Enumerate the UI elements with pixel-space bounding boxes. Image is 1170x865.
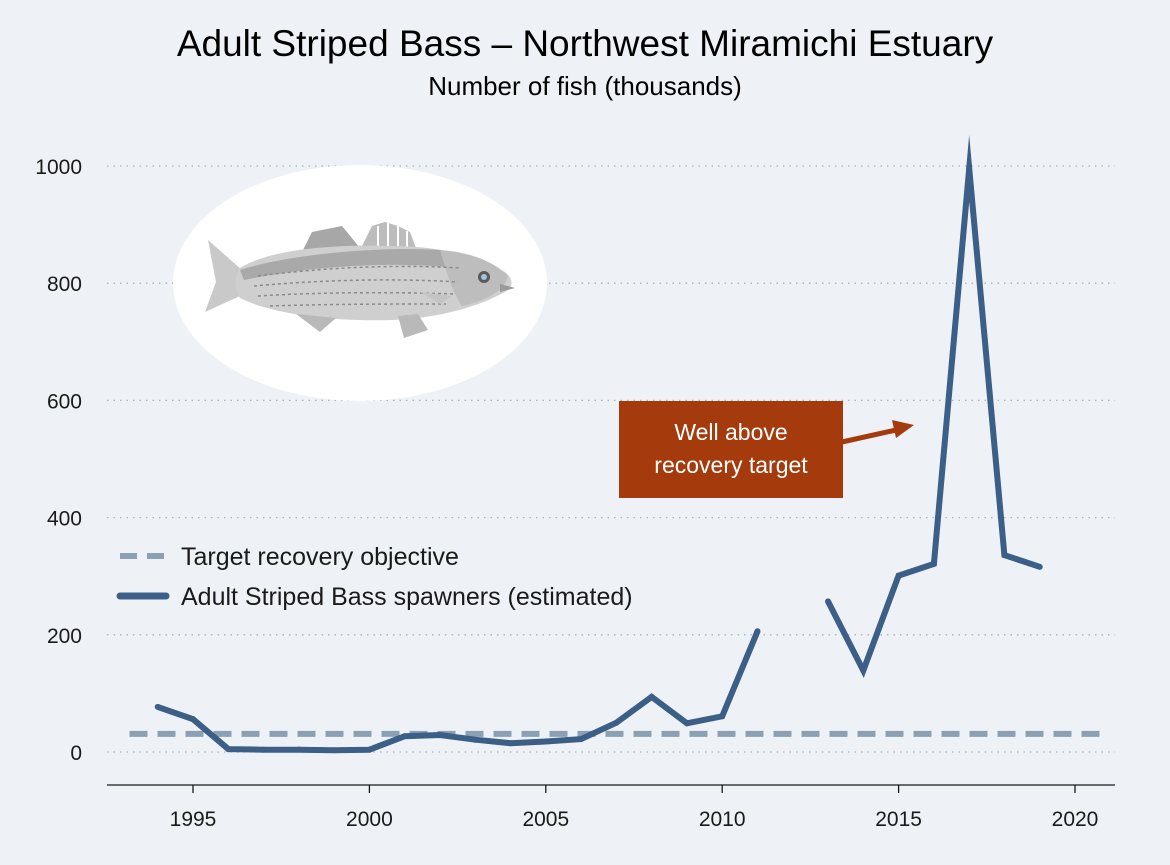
y-tick-label: 600: [47, 390, 82, 413]
data-point: [436, 732, 443, 739]
legend: Target recovery objective Adult Striped …: [116, 543, 633, 611]
striped-bass-icon: [205, 222, 515, 338]
x-tick-label: 2010: [699, 808, 746, 831]
x-axis-ticks: 1995 2000 2005 2010 2015 2020: [170, 785, 1099, 831]
y-tick-label: 1000: [35, 156, 82, 179]
callout-arrow-head: [892, 420, 914, 438]
data-point: [895, 572, 902, 579]
data-point: [366, 746, 373, 753]
x-tick-label: 2005: [522, 808, 569, 831]
x-tick-label: 2020: [1052, 808, 1099, 831]
data-point: [719, 713, 726, 720]
data-point: [542, 738, 549, 745]
fish-illustration: [173, 165, 547, 401]
y-tick-label: 800: [47, 273, 82, 296]
y-axis-ticks: 0 200 400 600 800 1000: [35, 156, 82, 765]
data-point: [331, 747, 338, 754]
data-point: [613, 719, 620, 726]
data-point: [966, 165, 973, 172]
data-point: [260, 746, 267, 753]
callout-text-line2: recovery target: [654, 452, 808, 478]
data-point: [825, 598, 832, 605]
data-point: [648, 693, 655, 700]
y-tick-label: 200: [47, 625, 82, 648]
data-point: [154, 703, 161, 710]
data-point: [507, 740, 514, 747]
data-point: [1001, 552, 1008, 559]
series-layer: [129, 134, 1100, 754]
data-point: [930, 560, 937, 567]
callout-annotation: Well above recovery target: [619, 401, 914, 498]
spawners-line-segment-1: [156, 630, 761, 754]
chart-title: Adult Striped Bass – Northwest Miramichi…: [177, 23, 994, 64]
data-point: [295, 746, 302, 753]
callout-text-line1: Well above: [674, 419, 787, 445]
data-point: [754, 628, 761, 635]
data-point: [472, 736, 479, 743]
chart-subtitle: Number of fish (thousands): [428, 71, 742, 101]
data-point: [578, 736, 585, 743]
spawners-line-segment-2: [825, 134, 1041, 678]
data-point: [190, 716, 196, 723]
legend-label-spawners: Adult Striped Bass spawners (estimated): [181, 583, 633, 611]
callout-arrow-shaft: [841, 427, 897, 445]
y-tick-label: 0: [70, 742, 82, 765]
data-point: [860, 667, 867, 674]
callout-box: [619, 401, 843, 498]
data-point: [225, 746, 232, 753]
y-tick-label: 400: [47, 508, 82, 531]
x-tick-label: 2015: [875, 808, 922, 831]
data-point: [683, 720, 690, 727]
data-point: [401, 733, 408, 740]
x-tick-label: 2000: [346, 808, 393, 831]
x-tick-label: 1995: [170, 808, 217, 831]
legend-label-target: Target recovery objective: [181, 543, 459, 571]
data-point: [1036, 563, 1043, 570]
